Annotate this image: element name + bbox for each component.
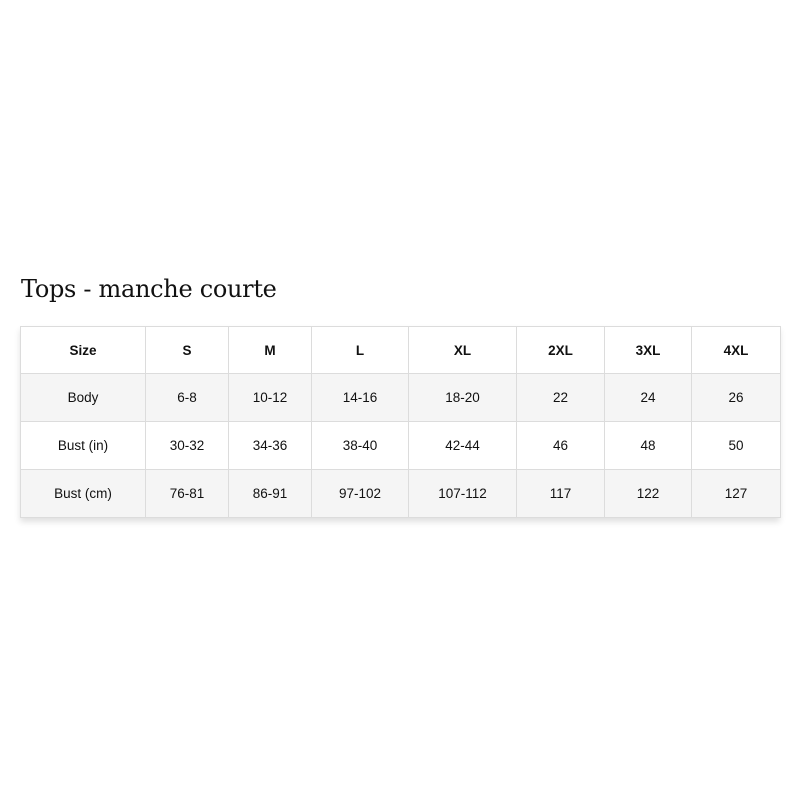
size-chart: Size S M L XL 2XL 3XL 4XL Body 6-8 10-12 14-16 18-2…	[20, 326, 781, 518]
column-header: 3XL	[604, 326, 692, 374]
table-cell: 42-44	[408, 421, 517, 470]
table-cell: 107-112	[408, 469, 517, 518]
table-cell: 14-16	[311, 373, 409, 422]
table-cell: 50	[691, 421, 781, 470]
table-cell: 22	[516, 373, 605, 422]
table-cell: 6-8	[145, 373, 229, 422]
table-row: Body 6-8 10-12 14-16 18-20 22 24 26	[20, 373, 781, 422]
column-header: M	[228, 326, 312, 374]
table-cell: 86-91	[228, 469, 312, 518]
table-row: Bust (in) 30-32 34-36 38-40 42-44 46 48 50	[20, 421, 781, 470]
table-cell: 117	[516, 469, 605, 518]
table-cell: 34-36	[228, 421, 312, 470]
column-header: 2XL	[516, 326, 605, 374]
column-header: Size	[20, 326, 146, 374]
page-title: Tops - manche courte	[21, 275, 277, 303]
header-row: Size S M L XL 2XL 3XL 4XL	[20, 326, 781, 374]
table-cell: 24	[604, 373, 692, 422]
table-cell: 127	[691, 469, 781, 518]
table-cell: 30-32	[145, 421, 229, 470]
column-header: S	[145, 326, 229, 374]
row-label: Bust (in)	[20, 421, 146, 470]
column-header: 4XL	[691, 326, 781, 374]
table-cell: 26	[691, 373, 781, 422]
table-cell: 46	[516, 421, 605, 470]
table-cell: 10-12	[228, 373, 312, 422]
table-cell: 122	[604, 469, 692, 518]
table-cell: 48	[604, 421, 692, 470]
column-header: L	[311, 326, 409, 374]
row-label: Body	[20, 373, 146, 422]
table-cell: 76-81	[145, 469, 229, 518]
column-header: XL	[408, 326, 517, 374]
table-cell: 18-20	[408, 373, 517, 422]
table-cell: 97-102	[311, 469, 409, 518]
table-row: Bust (cm) 76-81 86-91 97-102 107-112 117 122 12…	[20, 469, 781, 518]
size-table: Size S M L XL 2XL 3XL 4XL Body 6-8 10-12 14-16 18-2…	[20, 326, 781, 518]
table-cell: 38-40	[311, 421, 409, 470]
row-label: Bust (cm)	[20, 469, 146, 518]
